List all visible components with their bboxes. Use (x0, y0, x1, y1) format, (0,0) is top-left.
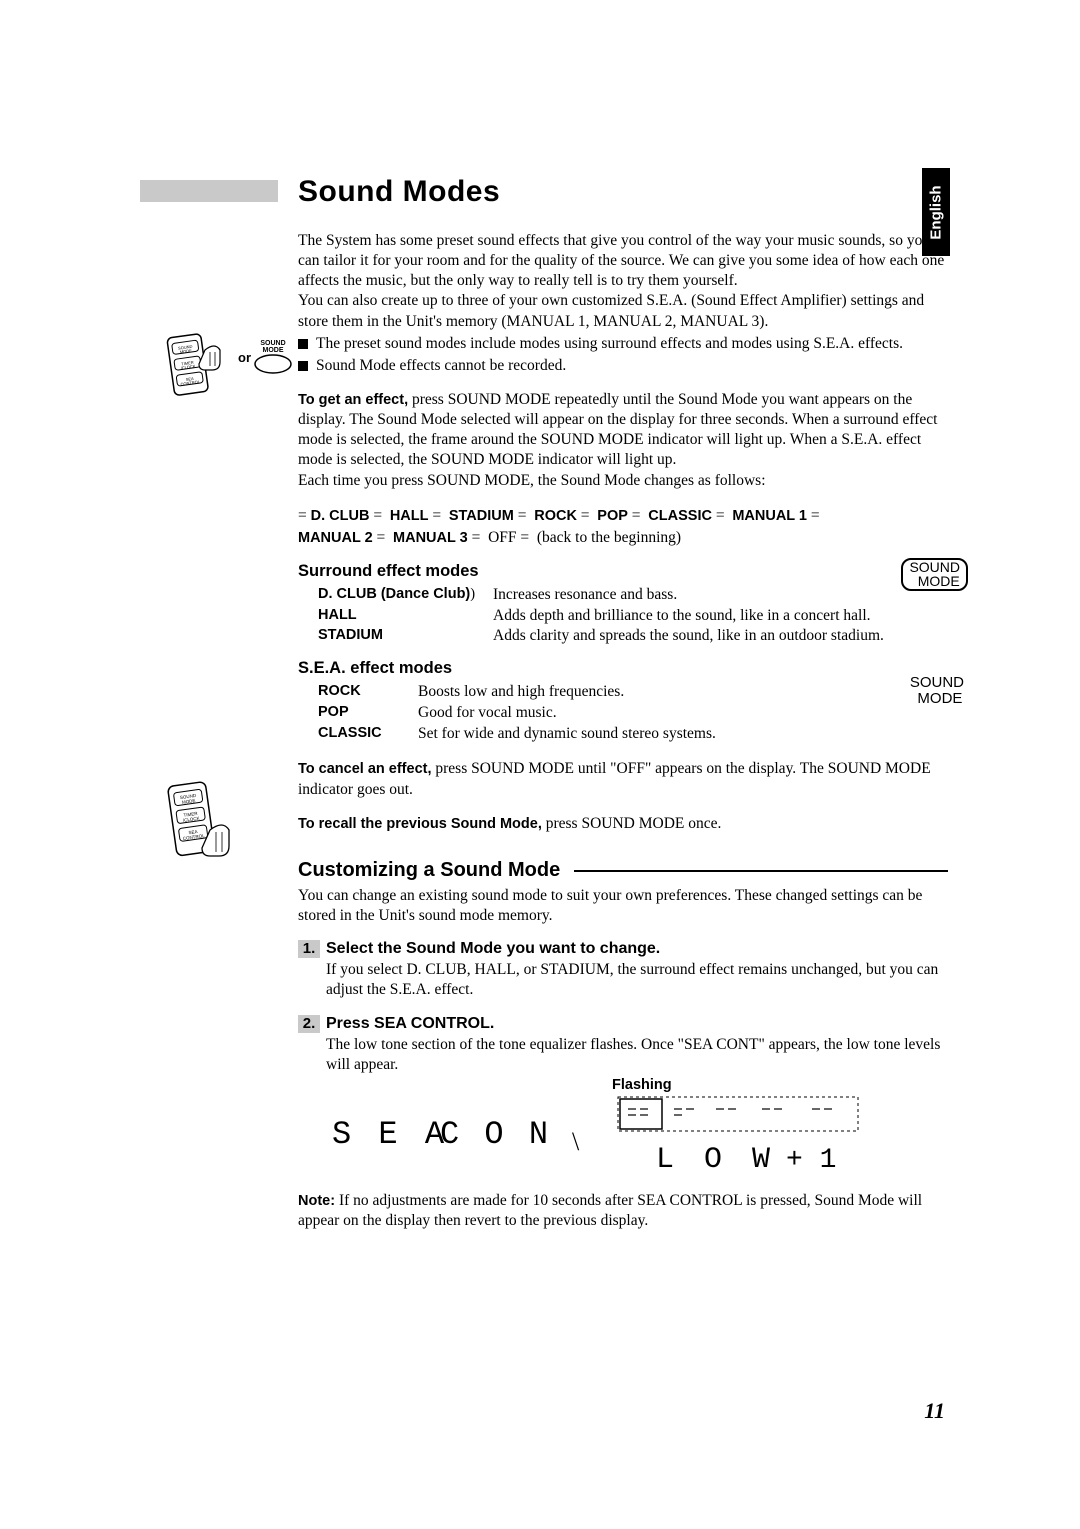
table-row: STADIUM Adds clarity and spreads the sou… (318, 626, 948, 647)
lcd-backslash: \ (572, 1127, 579, 1157)
intro-p2: You can also create up to three of your … (298, 291, 948, 331)
bullet-icon (298, 361, 308, 371)
seq-dclub: D. CLUB (311, 508, 370, 524)
sound-mode-plain-line1: SOUND (910, 674, 964, 691)
customizing-body: You can change an existing sound mode to… (298, 886, 948, 926)
sea-row0-name: ROCK (318, 682, 418, 703)
lcd-display-area: Flashing S E A C O N T \ L O W (326, 1083, 948, 1173)
surround-row1-desc: Adds depth and brilliance to the sound, … (493, 606, 948, 627)
seq-manual2: MANUAL 2 (298, 530, 373, 546)
surround-row2-name: STADIUM (318, 626, 493, 647)
get-effect-block: To get an effect, press SOUND MODE repea… (298, 390, 948, 491)
page-number: 11 (924, 1398, 945, 1424)
sea-row2-name: CLASSIC (318, 724, 418, 745)
table-row: POP Good for vocal music. (318, 703, 948, 724)
customizing-heading: Customizing a Sound Mode (298, 859, 560, 882)
customizing-head-row: Customizing a Sound Mode (298, 859, 948, 882)
svg-text:SOUND: SOUND (260, 340, 285, 347)
intro-p1: The System has some preset sound effects… (298, 231, 948, 291)
table-row: HALL Adds depth and brilliance to the so… (318, 606, 948, 627)
margin-illustration-sound-mode: SOUND MODE TIMER /CLOCK SEA CONTROL or S… (165, 332, 285, 407)
sea-row1-desc: Good for vocal music. (418, 703, 948, 724)
recall-body: press SOUND MODE once. (542, 815, 722, 832)
recall-lead: To recall the previous Sound Mode, (298, 816, 542, 832)
mode-sequence: = D. CLUB = HALL = STADIUM = ROCK = POP … (298, 505, 948, 550)
sound-mode-line2: MODE (910, 573, 960, 589)
bullet-icon (298, 339, 308, 349)
step2-head: Press SEA CONTROL. (326, 1015, 494, 1033)
table-row: CLASSIC Set for wide and dynamic sound s… (318, 724, 948, 745)
svg-text:S E A: S E A (332, 1116, 448, 1153)
note-body: If no adjustments are made for 10 second… (298, 1192, 922, 1229)
sea-table: ROCK Boosts low and high frequencies. PO… (318, 682, 948, 745)
surround-heading: Surround effect modes (298, 562, 948, 581)
intro-bullet-2: Sound Mode effects cannot be recorded. (316, 356, 566, 376)
customizing-rule (574, 870, 948, 872)
sound-mode-indicator-plain: SOUND MODE (910, 675, 964, 707)
surround-row0-desc: Increases resonance and bass. (493, 585, 948, 606)
seq-stadium: STADIUM (449, 508, 514, 524)
step2-body: The low tone section of the tone equaliz… (326, 1035, 948, 1075)
step1-num: 1. (298, 940, 320, 958)
sea-heading: S.E.A. effect modes (298, 659, 948, 678)
get-effect-lead: To get an effect, (298, 392, 408, 408)
sea-row1-name: POP (318, 703, 418, 724)
seq-back: (back to the beginning) (537, 529, 681, 546)
svg-text:L O W: L O W (656, 1143, 776, 1177)
table-row: ROCK Boosts low and high frequencies. (318, 682, 948, 703)
step2-num: 2. (298, 1015, 320, 1033)
seq-manual1: MANUAL 1 (732, 508, 807, 524)
svg-text:C O N T: C O N T (440, 1116, 572, 1153)
lcd-low-display: L O W + 1 (616, 1089, 866, 1179)
sea-row2-desc: Set for wide and dynamic sound stereo sy… (418, 724, 948, 745)
svg-text:MODE: MODE (263, 347, 284, 354)
step-2: 2. Press SEA CONTROL. (298, 1015, 948, 1033)
sound-mode-line1: SOUND (909, 559, 960, 575)
sound-mode-plain-line2: MODE (911, 690, 962, 707)
surround-row0-name: D. CLUB (Dance Club) (318, 586, 470, 602)
intro-block: The System has some preset sound effects… (298, 231, 948, 376)
intro-bullet-1: The preset sound modes include modes usi… (316, 334, 903, 354)
gray-header-bar (140, 180, 278, 202)
cancel-block: To cancel an effect, press SOUND MODE un… (298, 759, 948, 801)
step1-body: If you select D. CLUB, HALL, or STADIUM,… (326, 960, 948, 1000)
sound-mode-indicator-boxed: SOUND MODE (901, 558, 968, 591)
seq-manual3: MANUAL 3 (393, 530, 468, 546)
surround-row2-desc: Adds clarity and spreads the sound, like… (493, 626, 948, 647)
get-effect-each: Each time you press SOUND MODE, the Soun… (298, 471, 948, 491)
svg-text:+ 1: + 1 (786, 1145, 836, 1176)
or-label: or (238, 350, 251, 365)
step-1: 1. Select the Sound Mode you want to cha… (298, 940, 948, 958)
lcd-sea-cont: S E A C O N T (332, 1103, 572, 1163)
seq-pop: POP (597, 508, 628, 524)
note-block: Note: If no adjustments are made for 10 … (298, 1191, 948, 1231)
sea-row0-desc: Boosts low and high frequencies. (418, 682, 948, 703)
recall-block: To recall the previous Sound Mode, press… (298, 815, 948, 833)
surround-table: D. CLUB (Dance Club)) Increases resonanc… (318, 585, 948, 648)
seq-classic: CLASSIC (648, 508, 712, 524)
surround-row1-name: HALL (318, 606, 493, 627)
seq-rock: ROCK (534, 508, 577, 524)
seq-off: OFF (488, 529, 516, 546)
margin-illustration-sea-control: SOUND MODE TIMER /CLOCK SEA CONTROL (165, 780, 245, 875)
step1-head: Select the Sound Mode you want to change… (326, 940, 660, 958)
page-title: Sound Modes (298, 175, 948, 209)
note-lead: Note: (298, 1193, 335, 1209)
table-row: D. CLUB (Dance Club)) Increases resonanc… (318, 585, 948, 606)
seq-hall: HALL (390, 508, 429, 524)
cancel-lead: To cancel an effect, (298, 761, 432, 777)
